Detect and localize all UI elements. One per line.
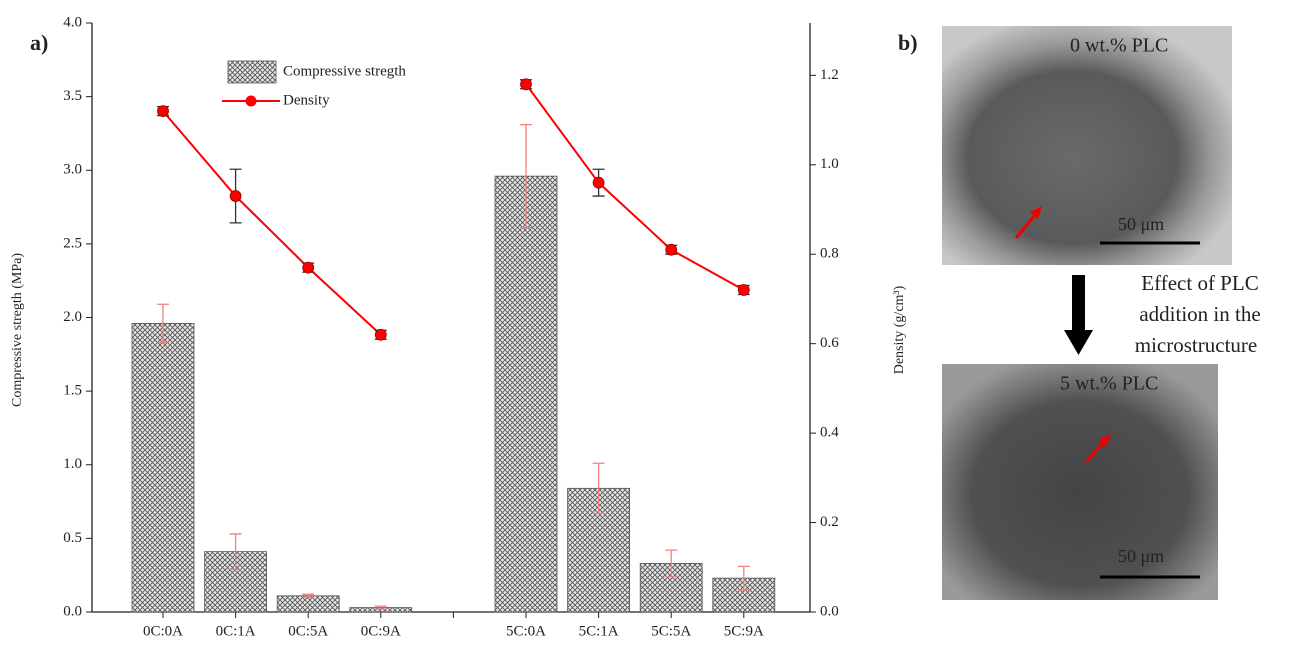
x-tick-label: 5C:9A bbox=[724, 623, 764, 639]
error-bar bbox=[592, 462, 605, 514]
sem-image bbox=[942, 26, 1232, 265]
bar bbox=[494, 175, 558, 613]
error-bar bbox=[374, 605, 387, 610]
error-bar bbox=[665, 549, 678, 578]
y2-tick-label: 0.4 bbox=[820, 425, 839, 441]
y-tick-label: 2.0 bbox=[63, 309, 82, 325]
legend-swatch bbox=[227, 60, 277, 84]
image-caption: 0 wt.% PLC bbox=[1070, 35, 1168, 57]
x-tick-label: 5C:1A bbox=[579, 623, 619, 639]
y-tick-label: 1.0 bbox=[63, 456, 82, 472]
point bbox=[665, 243, 678, 256]
point bbox=[157, 105, 169, 118]
y-tick-label: 2.5 bbox=[63, 235, 82, 251]
arrow-text: Effect of PLC bbox=[1141, 271, 1258, 295]
panel-label: a) bbox=[30, 30, 48, 55]
y2-tick-label: 0.6 bbox=[820, 335, 839, 351]
y-tick-label: 4.0 bbox=[63, 14, 82, 30]
arrow bbox=[1084, 440, 1106, 464]
arrow-text: addition in the bbox=[1139, 302, 1260, 326]
y2-axis-label: Density (g/cm³) bbox=[892, 285, 907, 374]
bar bbox=[131, 322, 195, 613]
y2-tick-label: 1.2 bbox=[820, 67, 839, 83]
legend-label: Density bbox=[283, 92, 330, 108]
bar bbox=[712, 577, 776, 613]
x-tick-label: 5C:0A bbox=[506, 623, 546, 639]
panel-label: b) bbox=[898, 30, 918, 55]
scale-label: 50 μm bbox=[1118, 546, 1164, 566]
x-tick-label: 5C:5A bbox=[651, 623, 691, 639]
error-bar bbox=[157, 303, 169, 344]
y2-tick-label: 0.8 bbox=[820, 246, 839, 262]
point bbox=[520, 78, 532, 91]
y2-tick-label: 0.2 bbox=[820, 514, 839, 530]
y-tick-label: 0.5 bbox=[63, 530, 82, 546]
arrow bbox=[1014, 213, 1038, 239]
x-tick-label: 0C:1A bbox=[216, 623, 256, 639]
arrow-head bbox=[1064, 330, 1093, 355]
x-tick-label: 0C:9A bbox=[361, 623, 401, 639]
y-tick-label: 3.0 bbox=[63, 162, 82, 178]
y-tick-label: 0.0 bbox=[63, 603, 82, 619]
legend-swatch bbox=[245, 95, 257, 107]
error-bar bbox=[737, 565, 750, 591]
point bbox=[374, 328, 387, 341]
image-caption: 5 wt.% PLC bbox=[1060, 373, 1158, 395]
x-tick-label: 0C:5A bbox=[288, 623, 328, 639]
y-axis-label: Compressive stregth (MPa) bbox=[10, 253, 25, 407]
x-tick-label: 0C:0A bbox=[143, 623, 183, 639]
error-bar bbox=[302, 593, 315, 598]
scale-label: 50 μm bbox=[1118, 214, 1164, 234]
bar bbox=[276, 595, 340, 613]
y2-tick-label: 0.0 bbox=[820, 603, 839, 619]
point bbox=[592, 176, 605, 189]
arrow-head bbox=[1098, 434, 1111, 447]
point bbox=[302, 261, 315, 274]
y-tick-label: 1.5 bbox=[63, 383, 82, 399]
error-bar bbox=[520, 123, 532, 229]
arrow-head bbox=[1030, 206, 1042, 219]
arrow bbox=[1072, 275, 1085, 333]
point bbox=[737, 284, 750, 296]
y2-tick-label: 1.0 bbox=[820, 156, 839, 172]
legend-label: Compressive stregth bbox=[283, 63, 406, 79]
error-bar bbox=[229, 533, 242, 570]
point bbox=[229, 190, 242, 202]
y-tick-label: 3.5 bbox=[63, 88, 82, 104]
arrow-text: microstructure bbox=[1135, 333, 1257, 357]
line bbox=[162, 83, 745, 336]
sem-image bbox=[942, 364, 1218, 600]
